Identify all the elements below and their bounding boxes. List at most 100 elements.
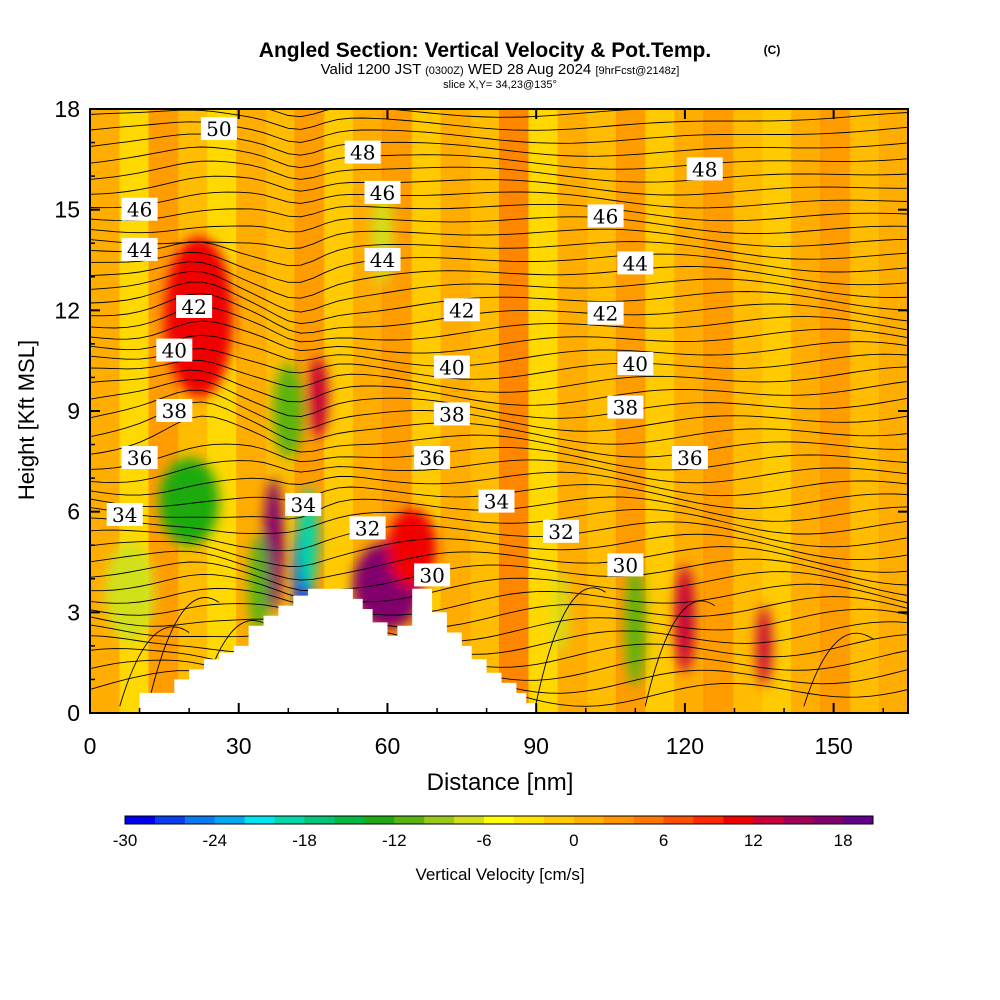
colorbar-swatch xyxy=(364,816,395,824)
isentrope-line xyxy=(90,634,908,668)
contour-label-box xyxy=(121,446,158,469)
contour-label-text: 34 xyxy=(484,490,509,514)
velocity-feature xyxy=(104,541,155,643)
contour-label: 30 xyxy=(414,563,451,587)
chart-title-unit: (C) xyxy=(764,43,781,57)
velocity-band xyxy=(820,109,851,713)
contour-label-box xyxy=(414,446,451,469)
contour-label-text: 48 xyxy=(350,141,375,165)
colorbar-swatch xyxy=(394,816,425,824)
contour-label-text: 34 xyxy=(290,493,315,517)
x-tick-label: 150 xyxy=(814,733,852,759)
contour-label: 34 xyxy=(478,489,515,514)
colorbar-swatch xyxy=(334,816,365,824)
velocity-band xyxy=(469,109,500,713)
contour-label-text: 50 xyxy=(206,117,231,141)
colorbar-swatch xyxy=(573,816,605,824)
isentrope-line xyxy=(119,626,190,707)
velocity-band xyxy=(499,109,530,713)
isentrope-line xyxy=(90,241,908,267)
contour-label-box xyxy=(414,563,451,587)
velocity-band xyxy=(645,109,676,713)
colorbar-swatch xyxy=(693,816,724,824)
isentrope-line xyxy=(90,621,908,655)
contour-label-text: 44 xyxy=(370,248,395,272)
contour-label-box xyxy=(433,402,470,426)
isentrope-line xyxy=(535,587,606,704)
contour-label: 36 xyxy=(414,446,451,470)
velocity-feature xyxy=(625,565,646,687)
isentrope-line xyxy=(90,369,908,406)
contour-label-box xyxy=(156,338,193,362)
contour-label: 30 xyxy=(607,553,644,577)
colorbar-swatch xyxy=(513,816,545,824)
velocity-feature xyxy=(159,457,219,546)
colorbar-swatch xyxy=(843,816,874,824)
contour-label-box xyxy=(344,140,381,164)
velocity-feature xyxy=(674,565,695,673)
contour-label-text: 46 xyxy=(370,181,395,205)
y-tick-label: 6 xyxy=(67,499,80,525)
isentrope-line xyxy=(90,109,908,131)
colorbar-tick-label: -30 xyxy=(113,831,138,850)
contour-label-box xyxy=(285,493,322,516)
velocity-feature xyxy=(273,364,304,458)
contour-label-box xyxy=(607,395,644,419)
contour-label: 46 xyxy=(121,197,158,222)
x-tick-label: 90 xyxy=(523,733,549,759)
contour-label-text: 38 xyxy=(162,399,187,423)
colorbar-swatch xyxy=(813,816,844,824)
isentrope-line xyxy=(90,175,908,196)
valid-utc: (0300Z) xyxy=(425,65,464,77)
contour-label: 34 xyxy=(285,493,322,517)
contour-label-box xyxy=(121,237,158,261)
isentrope-line xyxy=(90,203,908,222)
velocity-band xyxy=(206,109,238,713)
colorbar-swatch xyxy=(125,816,156,824)
contour-label: 40 xyxy=(433,355,470,379)
colorbar-swatch xyxy=(244,816,276,824)
isentrope-line xyxy=(90,306,908,343)
contour-label-box xyxy=(617,251,654,275)
isentrope-line xyxy=(90,228,908,250)
contour-label-text: 42 xyxy=(181,295,206,319)
isentrope-line xyxy=(90,471,908,497)
contour-label: 48 xyxy=(344,140,381,165)
colorbar-tick-label: -6 xyxy=(476,831,491,850)
colorbar-tick-label: -18 xyxy=(292,831,317,850)
colorbar-tick-label: 12 xyxy=(744,831,763,850)
contour-label: 40 xyxy=(156,338,193,363)
contour-label-box xyxy=(364,180,401,204)
colorbar-swatch xyxy=(304,816,335,824)
x-tick-label: 60 xyxy=(375,733,401,759)
contour-label: 42 xyxy=(443,298,480,322)
contour-label-box xyxy=(176,295,213,318)
colorbar-swatch xyxy=(454,816,485,824)
contour-label-box xyxy=(156,399,193,422)
contour-label-text: 44 xyxy=(623,251,648,275)
contour-label-box xyxy=(106,503,143,526)
y-tick-label: 0 xyxy=(67,700,80,726)
contour-label-text: 36 xyxy=(677,446,702,470)
contour-label-text: 40 xyxy=(439,355,464,379)
velocity-band xyxy=(791,109,822,713)
contour-label-text: 38 xyxy=(439,402,464,426)
contour-label-text: 36 xyxy=(419,446,444,470)
isentrope-line xyxy=(90,146,908,170)
colorbar-swatch xyxy=(543,816,575,824)
velocity-feature xyxy=(248,535,269,636)
contour-label-box xyxy=(121,197,158,221)
velocity-feature xyxy=(263,478,284,613)
contour-label-text: 34 xyxy=(112,503,137,527)
isentrope-line xyxy=(266,109,653,118)
contour-label-text: 44 xyxy=(127,238,152,262)
isentrope-line xyxy=(90,389,908,432)
chart-title: Angled Section: Vertical Velocity & Pot.… xyxy=(259,39,711,62)
y-axis-label: Height [Kft MSL] xyxy=(14,340,39,500)
contour-label: 46 xyxy=(587,204,624,228)
velocity-band xyxy=(528,109,559,713)
x-axis-label: Distance [nm] xyxy=(427,769,574,796)
y-tick-label: 12 xyxy=(54,297,80,323)
